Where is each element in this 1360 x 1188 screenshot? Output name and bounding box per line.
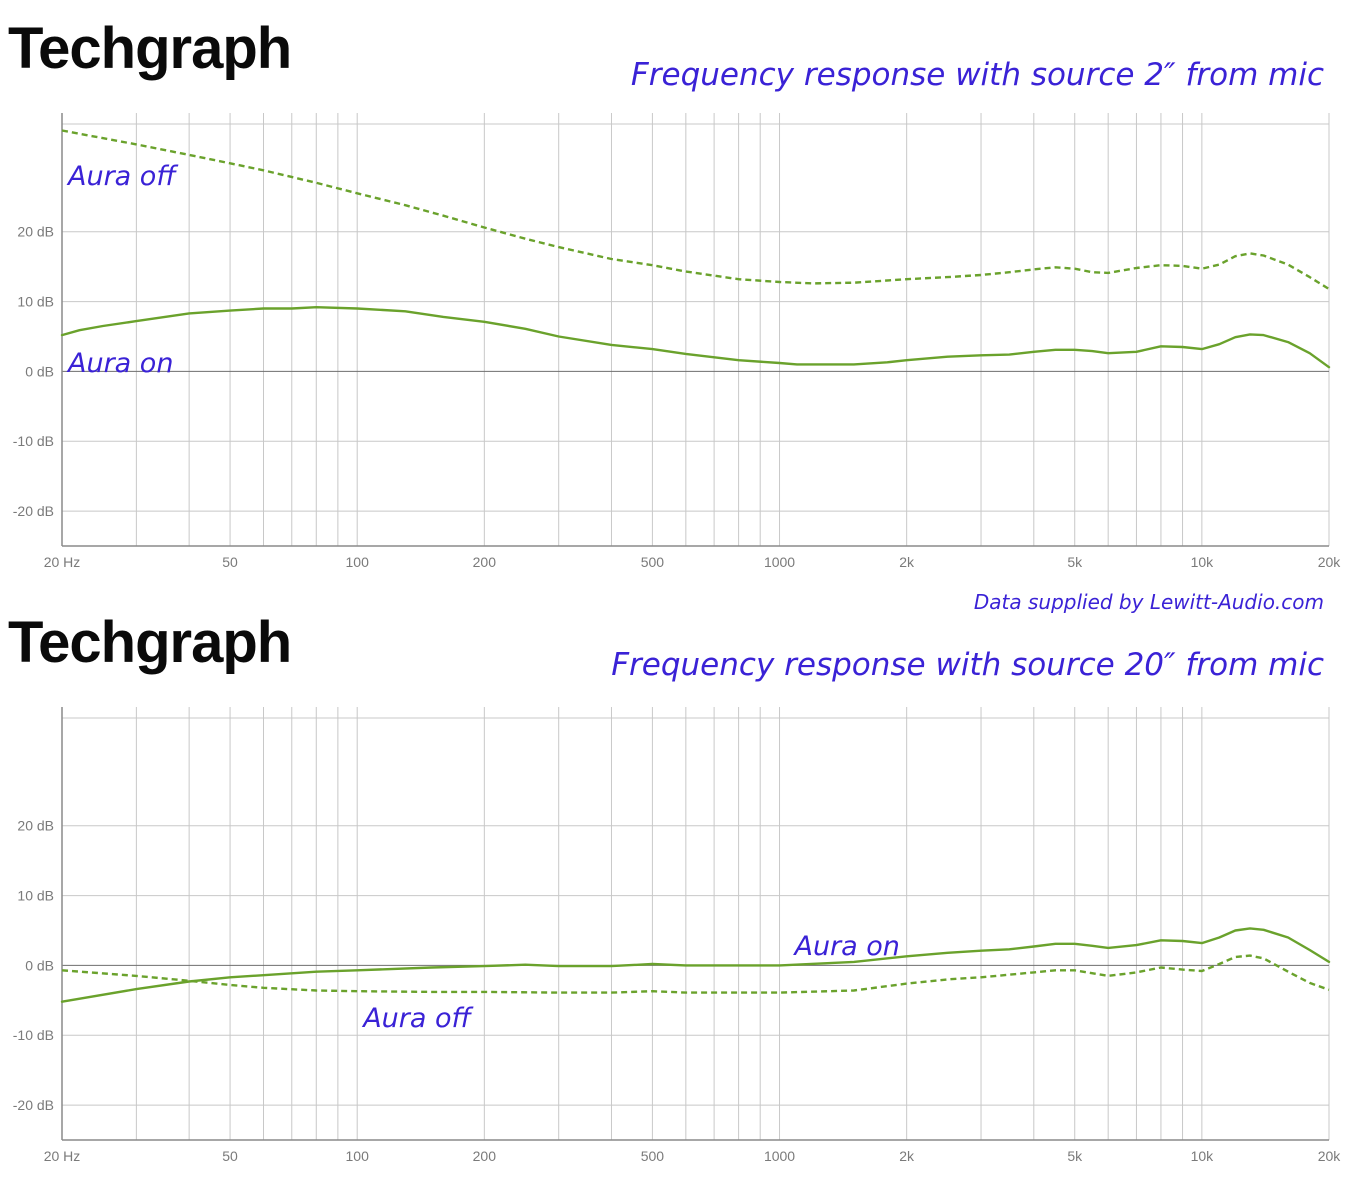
x-tick-label: 500 <box>641 554 665 570</box>
x-tick-label: 500 <box>641 1148 665 1164</box>
y-tick-label: 10 dB <box>17 888 54 904</box>
x-tick-label: 20k <box>1318 1148 1342 1164</box>
x-tick-label: 10k <box>1191 554 1215 570</box>
x-tick-label: 5k <box>1067 1148 1083 1164</box>
chart-title-top: Frequency response with source 2″ from m… <box>630 57 1324 93</box>
series-line-aura-off <box>61 129 1330 291</box>
x-tick-label: 200 <box>473 554 497 570</box>
x-tick-label: 20 Hz <box>44 554 81 570</box>
x-tick-label: 20k <box>1318 554 1342 570</box>
brand-logo-bottom: Techgraph <box>8 610 292 675</box>
y-tick-label: 0 dB <box>25 363 54 379</box>
series-label-aura-off: Aura off <box>361 1003 473 1034</box>
brand-logo-top: Techgraph <box>8 16 292 81</box>
y-tick-label: -10 dB <box>13 1027 54 1043</box>
series-label-aura-off: Aura off <box>66 161 178 192</box>
data-credit: Data supplied by Lewitt-Audio.com <box>973 590 1324 614</box>
chart-title-bottom: Frequency response with source 20″ from … <box>611 647 1324 683</box>
series-line-aura-on <box>60 927 1331 1003</box>
x-tick-label: 100 <box>346 1148 370 1164</box>
y-tick-label: -20 dB <box>13 1097 54 1113</box>
series-line-aura-on <box>60 306 1331 369</box>
y-tick-label: -20 dB <box>13 503 54 519</box>
frequency-response-chart-20in: 20 Hz 50 100 200 500 1000 2k 5k 10k 20k 20 dB 10 dB… <box>13 707 1342 1164</box>
y-tick-label: 10 dB <box>17 294 54 310</box>
y-tick-label: 0 dB <box>25 957 54 973</box>
x-tick-label: 2k <box>899 1148 915 1164</box>
series-label-aura-on: Aura on <box>792 931 899 962</box>
x-tick-label: 50 <box>222 1148 238 1164</box>
x-tick-label: 200 <box>473 1148 497 1164</box>
x-tick-label: 10k <box>1191 1148 1215 1164</box>
y-tick-label: 20 dB <box>17 818 54 834</box>
series-label-aura-on: Aura on <box>66 348 173 379</box>
x-tick-label: 1000 <box>764 554 795 570</box>
frequency-response-chart-2in: 20 Hz 50 100 200 500 1000 2k 5k 10k 20k 20 dB 10 dB… <box>13 113 1342 570</box>
y-tick-label: 20 dB <box>17 224 54 240</box>
x-tick-label: 2k <box>899 554 915 570</box>
x-tick-label: 20 Hz <box>44 1148 81 1164</box>
y-tick-label: -10 dB <box>13 433 54 449</box>
x-tick-label: 50 <box>222 554 238 570</box>
x-tick-label: 5k <box>1067 554 1083 570</box>
series-line-aura-off <box>61 954 1330 994</box>
x-tick-label: 1000 <box>764 1148 795 1164</box>
x-tick-label: 100 <box>346 554 370 570</box>
